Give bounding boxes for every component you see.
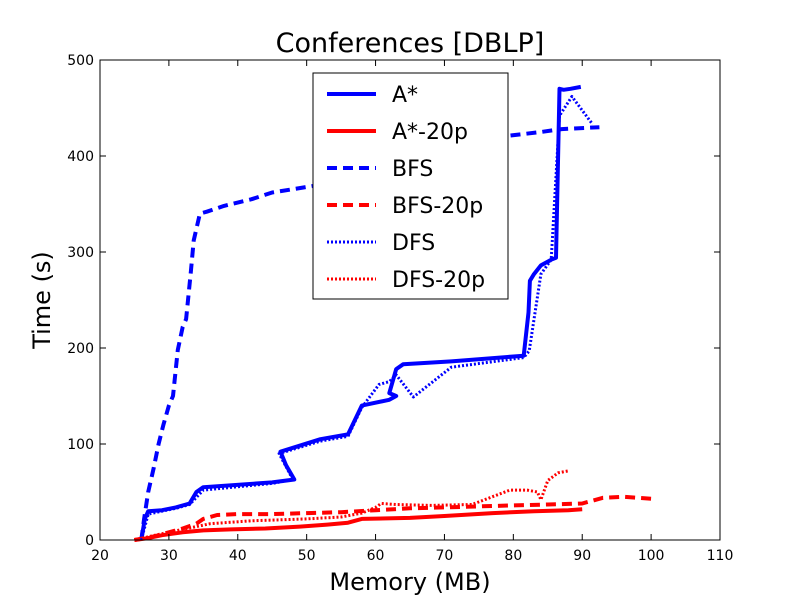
y-tick-label: 400 xyxy=(67,149,94,165)
legend-label: DFS-20p xyxy=(392,268,485,293)
series-line-dfs-20p xyxy=(134,469,569,542)
legend-label: A* xyxy=(392,83,418,108)
y-tick-label: 100 xyxy=(67,437,94,453)
legend-label: A*-20p xyxy=(392,120,468,145)
x-tick-label: 90 xyxy=(573,548,591,564)
y-tick-label: 300 xyxy=(67,245,94,261)
x-tick-label: 110 xyxy=(707,548,734,564)
x-tick-label: 80 xyxy=(504,548,522,564)
series-line-bfs-20p xyxy=(134,494,652,542)
y-tick-label: 0 xyxy=(85,533,94,549)
x-tick-label: 60 xyxy=(367,548,385,564)
x-tick-label: 40 xyxy=(229,548,247,564)
legend: A* A*-20p BFS BFS-20p DFS DFS-20p xyxy=(312,72,509,300)
legend-label: BFS xyxy=(392,157,433,182)
x-tick-label: 100 xyxy=(638,548,665,564)
x-axis-title: Memory (MB) xyxy=(329,568,490,596)
series-line-a-20p xyxy=(134,507,583,542)
x-tick-label: 30 xyxy=(160,548,178,564)
y-tick-label: 200 xyxy=(67,341,94,357)
y-axis-title: Time (s) xyxy=(28,251,56,350)
plot-frame xyxy=(99,59,721,541)
y-tick-label: 500 xyxy=(67,53,94,69)
tick-layer: 20 30 40 50 60 70 80 90 100 110 0 100 200 300 400 500 xyxy=(67,53,733,564)
x-tick-label: 20 xyxy=(91,548,109,564)
x-tick-label: 70 xyxy=(436,548,454,564)
x-tick-label: 50 xyxy=(298,548,316,564)
chart-title: Conferences [DBLP] xyxy=(276,28,545,59)
legend-box xyxy=(312,72,509,300)
legend-label: DFS xyxy=(392,231,435,256)
legend-label: BFS-20p xyxy=(392,194,483,219)
